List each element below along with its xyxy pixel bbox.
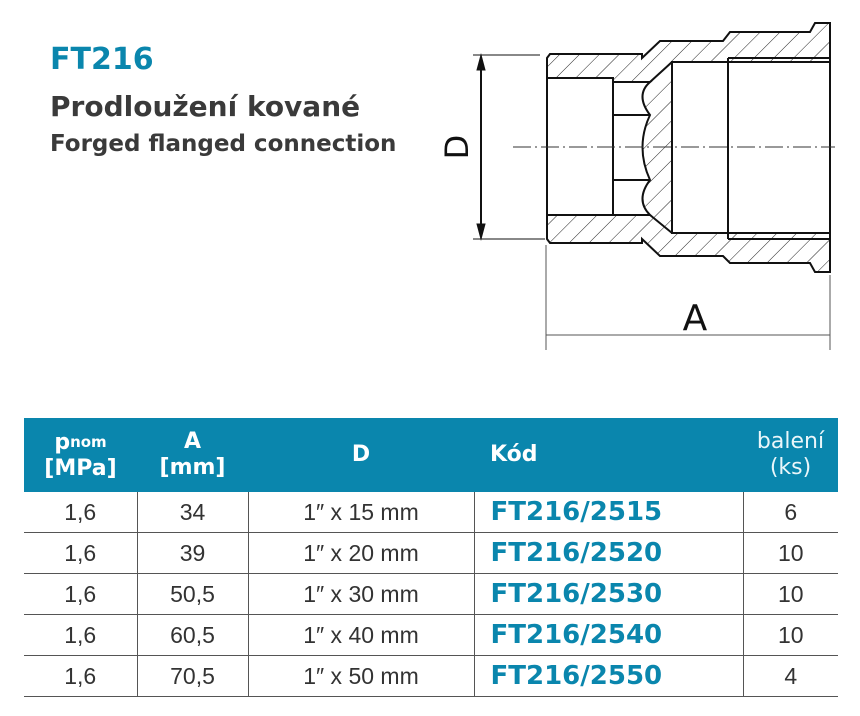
product-title-cz: Prodloužení kované [50,90,361,123]
cell-length: 50,5 [136,573,249,615]
product-title-en: Forged flanged connection [50,131,397,157]
header-length-unit: [mm] [159,455,226,480]
cell-pressure: 1,6 [24,492,138,533]
cell-dimension: 1″ x 30 mm [247,573,475,615]
cell-dimension: 1″ x 20 mm [247,532,475,574]
dimension-a [545,245,831,350]
cell-package: 4 [742,655,838,697]
cell-pressure: 1,6 [24,573,138,615]
col-pressure: pnom [MPa] [24,418,137,492]
header-pressure-subscript: nom [70,432,107,451]
cell-package: 10 [742,573,838,615]
cell-length: 60,5 [136,614,249,656]
header-length-label: A [183,429,202,454]
cell-code: FT216/2530 [473,573,744,615]
table-row: 1,6 39 1″ x 20 mm FT216/2520 10 [24,532,838,574]
table-row: 1,6 34 1″ x 15 mm FT216/2515 6 [24,492,838,533]
cell-pressure: 1,6 [24,614,138,656]
cell-code: FT216/2540 [473,614,744,656]
cell-package: 10 [742,614,838,656]
cell-dimension: 1″ x 50 mm [247,655,475,697]
header-pressure-symbol: p [54,429,71,455]
col-dimension: D [248,418,474,492]
table-row: 1,6 70,5 1″ x 50 mm FT216/2550 4 [24,655,838,697]
cell-length: 34 [136,492,249,533]
dimension-d-label: D [438,135,476,160]
col-code: Kód [474,418,743,492]
col-package: balení (ks) [743,418,838,492]
header-package-unit: (ks) [769,455,812,480]
table-row: 1,6 50,5 1″ x 30 mm FT216/2530 10 [24,573,838,615]
header-package-label: balení [756,429,825,454]
product-code: FT216 [50,42,154,77]
cell-code: FT216/2515 [473,492,744,533]
cell-pressure: 1,6 [24,655,138,697]
cell-package: 6 [742,492,838,533]
cell-package: 10 [742,532,838,574]
product-table: pnom [MPa] A [mm] D Kód balení (ks) 1,6 34 1″… [24,418,838,697]
dimension-d [473,53,545,241]
header-pressure-unit: [MPa] [44,455,117,481]
cell-code: FT216/2550 [473,655,744,697]
cell-length: 39 [136,532,249,574]
cell-length: 70,5 [136,655,249,697]
table-header: pnom [MPa] A [mm] D Kód balení (ks) [24,418,838,492]
cell-code: FT216/2520 [473,532,744,574]
cell-pressure: 1,6 [24,532,138,574]
cell-dimension: 1″ x 15 mm [247,492,475,533]
dimension-a-label: A [683,298,708,339]
cell-dimension: 1″ x 40 mm [247,614,475,656]
table-row: 1,6 60,5 1″ x 40 mm FT216/2540 10 [24,614,838,656]
col-length: A [mm] [137,418,248,492]
technical-drawing: D A [438,22,835,350]
